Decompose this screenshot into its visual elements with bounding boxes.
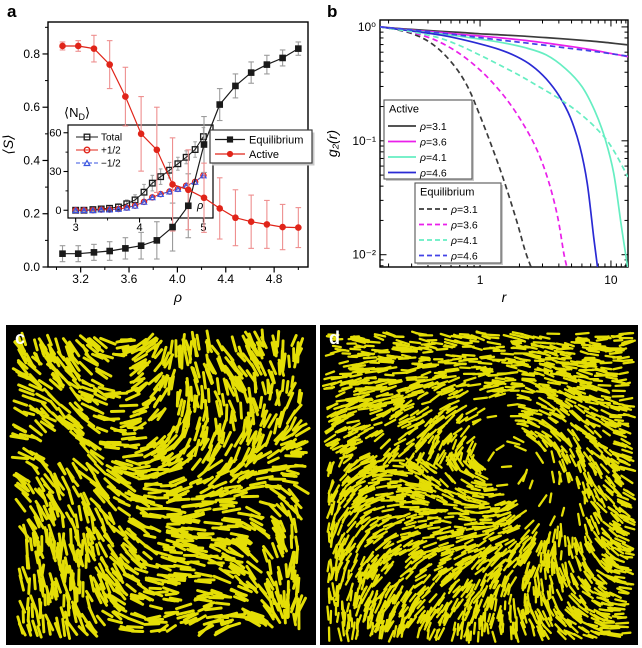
panel-d-label: d (329, 328, 340, 348)
b-legend-label: ρ=3.1 (450, 204, 478, 216)
b-legend-label: ρ=4.1 (419, 152, 447, 164)
panel-d-rod-field (320, 325, 638, 645)
a-legend-box (209, 129, 313, 164)
b-x-tick: 10 (604, 273, 618, 287)
b-legend-title: Equilibrium (420, 187, 474, 199)
a-x-tick: 3.2 (72, 272, 89, 286)
b-x-axis-label: r (502, 289, 508, 305)
inset-x-tick: 3 (73, 222, 79, 234)
panel-a-order-parameter-plot: 3.2 3.6 4.0 4.4 4.8 0.0 0.2 0.4 0.6 0.8 ρ ⟨S⟩ 3 4 5 0 30… (0, 21, 315, 305)
panel-c-rod-field (6, 325, 316, 645)
inset-y-tick: 30 (49, 166, 61, 178)
inset-x-tick: 5 (200, 222, 206, 234)
panel-c-label: c (15, 328, 26, 348)
a-x-tick: 3.6 (121, 272, 138, 286)
a-x-tick: 4.0 (169, 272, 186, 286)
a-x-axis-label: ρ (173, 289, 182, 305)
inset-title: ⟨ND⟩ (64, 105, 90, 122)
inset-x-axis-label: ρ (196, 200, 203, 212)
a-x-tick: 4.4 (217, 272, 234, 286)
a-y-axis-label: ⟨S⟩ (0, 134, 16, 154)
b-y-axis-label: g₂(r) (324, 130, 340, 157)
b-y-tick: 10⁻¹ (352, 134, 376, 148)
b-legend-label: ρ=3.6 (419, 136, 447, 148)
b-legend-title: Active (389, 104, 419, 116)
panel-b-frame (379, 19, 629, 268)
b-legend-label: ρ=4.1 (450, 235, 478, 247)
panel-d-snapshot: d (320, 325, 638, 645)
b-y-tick: 10⁰ (358, 20, 376, 34)
a-y-tick: 0.6 (23, 100, 40, 114)
b-legend-label: ρ=4.6 (419, 167, 447, 179)
inset-x-tick: 4 (136, 222, 142, 234)
a-y-tick: 0.4 (23, 153, 40, 167)
b-legend-box (414, 182, 502, 264)
a-y-tick: 0.2 (23, 207, 40, 221)
b-legend-box (383, 99, 473, 180)
a-legend-label: Equilibrium (249, 135, 303, 147)
panel-c-snapshot: c (6, 325, 316, 645)
inset-y-tick: 0 (55, 205, 61, 217)
b-x-tick: 1 (477, 273, 484, 287)
a-legend-label: Active (249, 149, 279, 161)
b-legend-label: ρ=3.6 (450, 219, 478, 231)
inset-legend-label: +1/2 (101, 146, 121, 157)
b-legend-label: ρ=4.6 (450, 250, 478, 262)
a-y-tick: 0.8 (23, 47, 40, 61)
panel-a-label: a (7, 2, 17, 21)
panel-b-label: b (327, 2, 338, 21)
a-x-tick: 4.8 (266, 272, 283, 286)
inset-y-tick: 60 (49, 127, 61, 139)
inset-legend-label: −1/2 (101, 159, 121, 170)
panel-b-correlation-plot: 1 1010⁰10⁻¹10⁻²rg₂(r)Activeρ=3.1ρ=3.6ρ=4.… (324, 19, 629, 305)
b-legend-label: ρ=3.1 (419, 121, 447, 133)
inset-legend-label: Total (101, 133, 122, 144)
b-y-tick: 10⁻² (352, 248, 376, 262)
a-y-tick: 0.0 (23, 260, 40, 274)
